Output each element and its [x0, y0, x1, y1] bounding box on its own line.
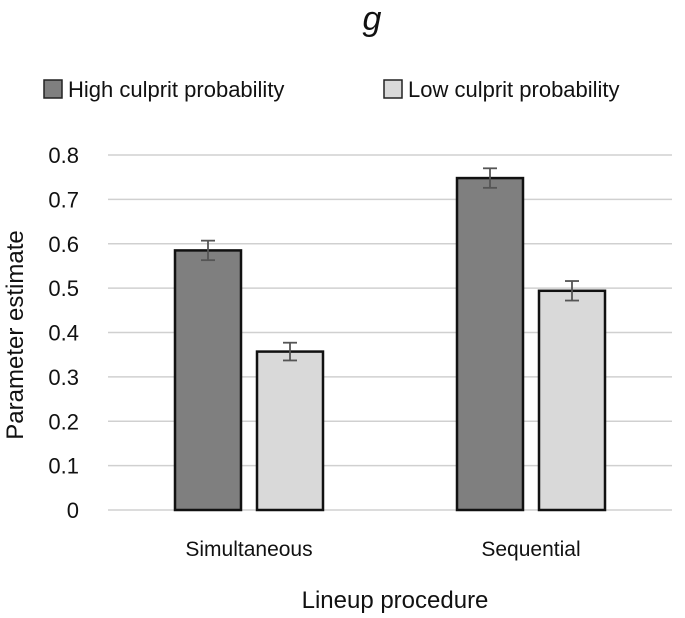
error-bar-high-culprit-probability-simultaneous — [201, 239, 215, 262]
x-axis-label: Lineup procedure — [302, 587, 489, 614]
bar-high-culprit-probability-simultaneous — [173, 249, 243, 512]
bar-low-culprit-probability-simultaneous — [255, 350, 325, 512]
y-axis-ticks: 0 0.1 0.2 0.3 0.4 0.5 0.6 0.7 0.8 — [48, 143, 79, 523]
x-axis-categories: Simultaneous Sequential — [185, 538, 580, 561]
y-tick-label: 0.5 — [48, 276, 79, 301]
legend-label-low-culprit-probability: Low culprit probability — [408, 77, 620, 102]
error-bars — [201, 167, 579, 362]
y-tick-label: 0.1 — [48, 454, 79, 479]
y-tick-label: 0.8 — [48, 143, 79, 168]
bar-low-culprit-probability-sequential — [537, 289, 607, 512]
error-bar-high-culprit-probability-sequential — [483, 167, 497, 189]
bar-high-culprit-probability-sequential — [455, 176, 525, 512]
x-category-label: Sequential — [481, 538, 580, 561]
x-category-label: Simultaneous — [185, 538, 312, 561]
y-tick-label: 0.6 — [48, 232, 79, 257]
y-axis-label: Parameter estimate — [2, 230, 29, 439]
error-bar-low-culprit-probability-sequential — [565, 280, 579, 302]
y-tick-label: 0 — [67, 498, 79, 523]
legend-label-high-culprit-probability: High culprit probability — [68, 77, 284, 102]
legend: High culprit probability Low culprit pro… — [43, 77, 620, 102]
y-tick-label: 0.2 — [48, 409, 79, 434]
chart-title: g — [363, 0, 382, 38]
y-tick-label: 0.3 — [48, 365, 79, 390]
y-tick-label: 0.7 — [48, 187, 79, 212]
legend-swatch-high-culprit-probability — [43, 79, 63, 99]
error-bar-low-culprit-probability-simultaneous — [283, 341, 297, 362]
y-tick-label: 0.4 — [48, 321, 79, 346]
bars — [173, 176, 607, 512]
legend-swatch-low-culprit-probability — [383, 79, 403, 99]
